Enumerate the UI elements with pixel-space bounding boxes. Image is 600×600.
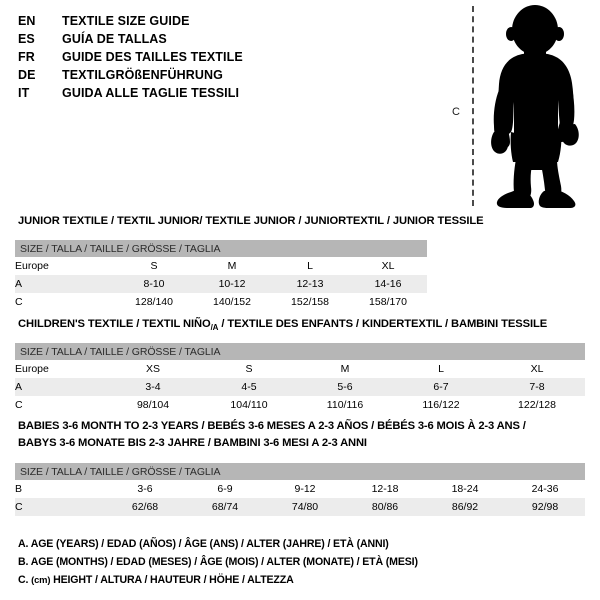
legend-block: A. AGE (YEARS) / EDAD (AÑOS) / ÂGE (ANS)…	[18, 536, 438, 590]
junior-band-label: SIZE / TALLA / TAILLE / GRÖSSE / TAGLIA	[15, 240, 428, 257]
babies-row-c-v4: 86/92	[425, 498, 505, 516]
children-row-europe-v4: XL	[489, 360, 586, 378]
legend-line-b: B. AGE (MONTHS) / EDAD (MESES) / ÂGE (MO…	[18, 555, 418, 568]
table-row: A 3-4 4-5 5-6 6-7 7-8	[15, 378, 586, 396]
table-row: A 8-10 10-12 12-13 14-16	[15, 275, 428, 293]
language-row-de: DE TEXTILGRÖßENFÜHRUNG	[18, 66, 318, 84]
baby-toddler-silhouette-icon	[491, 5, 579, 208]
junior-row-c-v2: 152/158	[271, 293, 349, 311]
children-row-europe-v0: XS	[105, 360, 201, 378]
language-title-de: TEXTILGRÖßENFÜHRUNG	[62, 68, 223, 82]
language-row-fr: FR GUIDE DES TAILLES TEXTILE	[18, 48, 318, 66]
children-table-band-row: SIZE / TALLA / TAILLE / GRÖSSE / TAGLIA	[15, 343, 586, 360]
babies-row-b-v3: 12-18	[345, 480, 425, 498]
children-row-a-label: A	[15, 378, 105, 396]
babies-title-line2: BABYS 3-6 MONATE BIS 2-3 JAHRE / BAMBINI…	[18, 437, 367, 449]
babies-table-band-row: SIZE / TALLA / TAILLE / GRÖSSE / TAGLIA	[15, 463, 586, 480]
table-row: C 62/68 68/74 74/80 80/86 86/92 92/98	[15, 498, 586, 516]
language-row-en: EN TEXTILE SIZE GUIDE	[18, 12, 318, 30]
babies-band-label: SIZE / TALLA / TAILLE / GRÖSSE / TAGLIA	[15, 463, 586, 480]
children-row-europe-label: Europe	[15, 360, 105, 378]
children-row-a-v3: 6-7	[393, 378, 489, 396]
junior-row-europe-v3: XL	[349, 257, 428, 275]
table-row: Europe S M L XL	[15, 257, 428, 275]
children-title-pre: CHILDREN'S TEXTILE / TEXTIL NIÑO	[18, 318, 211, 330]
babies-row-c-v5: 92/98	[505, 498, 586, 516]
babies-row-b-v2: 9-12	[265, 480, 345, 498]
legend-line-a: A. AGE (YEARS) / EDAD (AÑOS) / ÂGE (ANS)…	[18, 538, 389, 550]
table-row: B 3-6 6-9 9-12 12-18 18-24 24-36	[15, 480, 586, 498]
table-row: C 128/140 140/152 152/158 158/170	[15, 293, 428, 311]
language-title-fr: GUIDE DES TAILLES TEXTILE	[62, 50, 243, 64]
junior-row-c-v3: 158/170	[349, 293, 428, 311]
table-row: C 98/104 104/110 110/116 116/122 122/128	[15, 396, 586, 414]
children-row-europe-v3: L	[393, 360, 489, 378]
babies-row-c-v3: 80/86	[345, 498, 425, 516]
junior-row-a-v3: 14-16	[349, 275, 428, 293]
junior-size-table: SIZE / TALLA / TAILLE / GRÖSSE / TAGLIA …	[15, 240, 428, 311]
children-row-a-v1: 4-5	[201, 378, 297, 396]
children-row-a-v4: 7-8	[489, 378, 586, 396]
junior-table-band-row: SIZE / TALLA / TAILLE / GRÖSSE / TAGLIA	[15, 240, 428, 257]
junior-row-europe-v1: M	[193, 257, 271, 275]
children-row-a-v2: 5-6	[297, 378, 393, 396]
language-code-es: ES	[18, 32, 35, 46]
section-title-junior: JUNIOR TEXTILE / TEXTIL JUNIOR/ TEXTILE …	[18, 215, 484, 227]
height-measurement-diagram: C	[440, 0, 600, 215]
section-title-babies: BABIES 3-6 MONTH TO 2-3 YEARS / BEBÉS 3-…	[18, 418, 526, 452]
babies-size-table: SIZE / TALLA / TAILLE / GRÖSSE / TAGLIA …	[15, 463, 586, 516]
legend-c-prefix: C.	[18, 574, 32, 586]
language-code-de: DE	[18, 68, 36, 82]
babies-row-b-v4: 18-24	[425, 480, 505, 498]
children-row-c-label: C	[15, 396, 105, 414]
children-row-c-v1: 104/110	[201, 396, 297, 414]
junior-row-c-v1: 140/152	[193, 293, 271, 311]
language-title-en: TEXTILE SIZE GUIDE	[62, 14, 190, 28]
section-title-children: CHILDREN'S TEXTILE / TEXTIL NIÑO/A / TEX…	[18, 318, 547, 332]
children-title-post: / TEXTILE DES ENFANTS / KINDERTEXTIL / B…	[218, 318, 548, 330]
language-header-block: EN TEXTILE SIZE GUIDE ES GUÍA DE TALLAS …	[18, 12, 318, 102]
language-title-it: GUIDA ALLE TAGLIE TESSILI	[62, 86, 240, 100]
children-row-europe-v1: S	[201, 360, 297, 378]
children-title-sub: /A	[210, 323, 219, 333]
language-row-it: IT GUIDA ALLE TAGLIE TESSILI	[18, 84, 318, 102]
children-row-c-v2: 110/116	[297, 396, 393, 414]
junior-row-a-label: A	[15, 275, 115, 293]
children-row-europe-v2: M	[297, 360, 393, 378]
children-row-c-v0: 98/104	[105, 396, 201, 414]
measure-label-c: C	[452, 106, 460, 118]
junior-row-a-v0: 8-10	[115, 275, 193, 293]
babies-row-c-v1: 68/74	[185, 498, 265, 516]
junior-row-c-label: C	[15, 293, 115, 311]
children-row-a-v0: 3-4	[105, 378, 201, 396]
babies-row-c-label: C	[15, 498, 105, 516]
babies-row-b-v5: 24-36	[505, 480, 586, 498]
junior-row-a-v1: 10-12	[193, 275, 271, 293]
language-code-fr: FR	[18, 50, 35, 64]
junior-row-europe-label: Europe	[15, 257, 115, 275]
table-row: Europe XS S M L XL	[15, 360, 586, 378]
children-row-c-v4: 122/128	[489, 396, 586, 414]
legend-c-text: HEIGHT / ALTURA / HAUTEUR / HÖHE / ALTEZ…	[50, 574, 294, 586]
height-dashed-line-icon	[472, 6, 474, 206]
language-row-es: ES GUÍA DE TALLAS	[18, 30, 318, 48]
language-code-it: IT	[18, 86, 30, 100]
children-band-label: SIZE / TALLA / TAILLE / GRÖSSE / TAGLIA	[15, 343, 586, 360]
junior-row-europe-v0: S	[115, 257, 193, 275]
language-code-en: EN	[18, 14, 36, 28]
junior-row-europe-v2: L	[271, 257, 349, 275]
legend-c-unit: (cm)	[31, 574, 51, 585]
babies-row-c-v2: 74/80	[265, 498, 345, 516]
language-title-es: GUÍA DE TALLAS	[62, 32, 167, 46]
babies-title-line1: BABIES 3-6 MONTH TO 2-3 YEARS / BEBÉS 3-…	[18, 420, 526, 432]
babies-row-b-v1: 6-9	[185, 480, 265, 498]
junior-row-c-v0: 128/140	[115, 293, 193, 311]
legend-line-c: C. (cm) HEIGHT / ALTURA / HAUTEUR / HÖHE…	[18, 571, 438, 590]
junior-row-a-v2: 12-13	[271, 275, 349, 293]
children-row-c-v3: 116/122	[393, 396, 489, 414]
children-size-table: SIZE / TALLA / TAILLE / GRÖSSE / TAGLIA …	[15, 343, 586, 414]
babies-row-b-label: B	[15, 480, 105, 498]
babies-row-c-v0: 62/68	[105, 498, 185, 516]
babies-row-b-v0: 3-6	[105, 480, 185, 498]
